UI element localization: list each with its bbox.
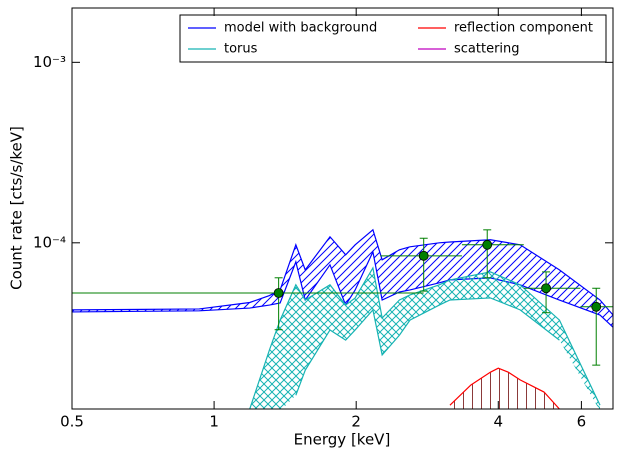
- data-point: [541, 283, 551, 294]
- band-lower-line: [295, 297, 560, 396]
- y-tick-label: 10⁻⁴: [33, 233, 66, 251]
- legend-label: model with background: [224, 21, 377, 36]
- legend-box: [179, 14, 607, 63]
- data-point: [482, 239, 493, 250]
- legend-label: torus: [224, 42, 258, 57]
- y-axis-label: Count rate [cts/s/keV]: [8, 126, 26, 290]
- band-hatch: [72, 229, 613, 328]
- legend-label: scattering: [454, 42, 520, 57]
- plot-area: [72, 228, 613, 409]
- y-tick-label: 10⁻³: [33, 53, 66, 71]
- band-upper-line: [72, 228, 613, 316]
- x-tick-label: 1: [209, 413, 219, 431]
- x-tick-label: 0.5: [60, 413, 84, 431]
- data-point: [273, 288, 284, 298]
- line: [449, 367, 560, 409]
- area-hatch: [449, 368, 560, 409]
- data-point: [591, 301, 602, 312]
- data-point: [418, 250, 429, 261]
- axes-frame: [71, 7, 614, 410]
- x-tick-label: 2: [351, 413, 361, 431]
- legend-label: reflection component: [454, 21, 593, 36]
- band-hatch: [249, 267, 601, 409]
- legend: model with background torus reflection com…: [179, 14, 607, 63]
- x-axis-label: Energy [keV]: [294, 431, 391, 449]
- x-tick-label: 6: [577, 413, 587, 431]
- x-tick-label: 4: [494, 413, 504, 431]
